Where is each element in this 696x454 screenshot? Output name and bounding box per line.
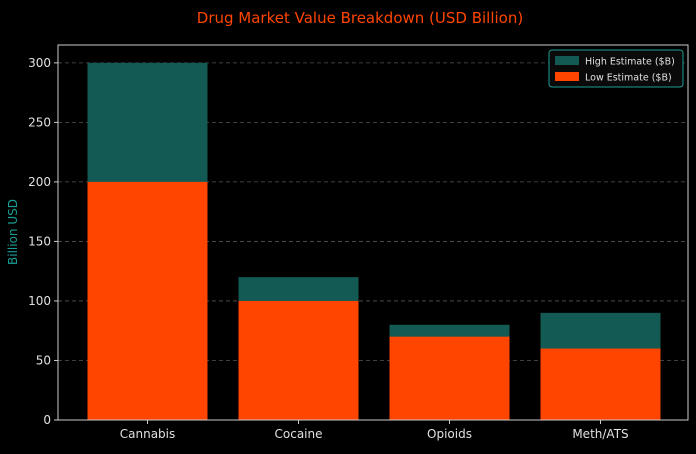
bar-low-cannabis [87, 181, 208, 420]
legend-label: High Estimate ($B) [585, 57, 675, 68]
bar-low-opioids [389, 336, 510, 420]
y-ticks: 0 50 100 150 200 250 300 [28, 56, 58, 427]
y-tick-label: 150 [28, 234, 51, 248]
bars [87, 62, 661, 420]
legend: High Estimate ($B) Low Estimate ($B) [548, 49, 684, 88]
plot-frame [57, 44, 689, 421]
x-tick-label: Cocaine [275, 427, 323, 441]
y-tick-label: 50 [36, 353, 51, 367]
bar-low-cocaine [238, 300, 359, 420]
bar-low-meth-ats [540, 348, 661, 420]
legend-swatch [555, 56, 579, 65]
y-tick-label: 200 [28, 175, 51, 189]
x-tick-label: Cannabis [120, 427, 176, 441]
legend-swatch [555, 72, 579, 81]
chart-title: Drug Market Value Breakdown (USD Billion… [197, 9, 523, 27]
x-tick-label: Opioids [427, 427, 472, 441]
y-tick-label: 300 [28, 56, 51, 70]
y-tick-label: 0 [43, 413, 51, 427]
x-ticks: Cannabis Cocaine Opioids Meth/ATS [120, 420, 629, 441]
legend-label: Low Estimate ($B) [585, 73, 672, 84]
y-axis-label: Billion USD [6, 199, 20, 265]
y-tick-label: 250 [28, 115, 51, 129]
y-tick-label: 100 [28, 294, 51, 308]
x-tick-label: Meth/ATS [572, 427, 628, 441]
legend-box [548, 49, 684, 88]
